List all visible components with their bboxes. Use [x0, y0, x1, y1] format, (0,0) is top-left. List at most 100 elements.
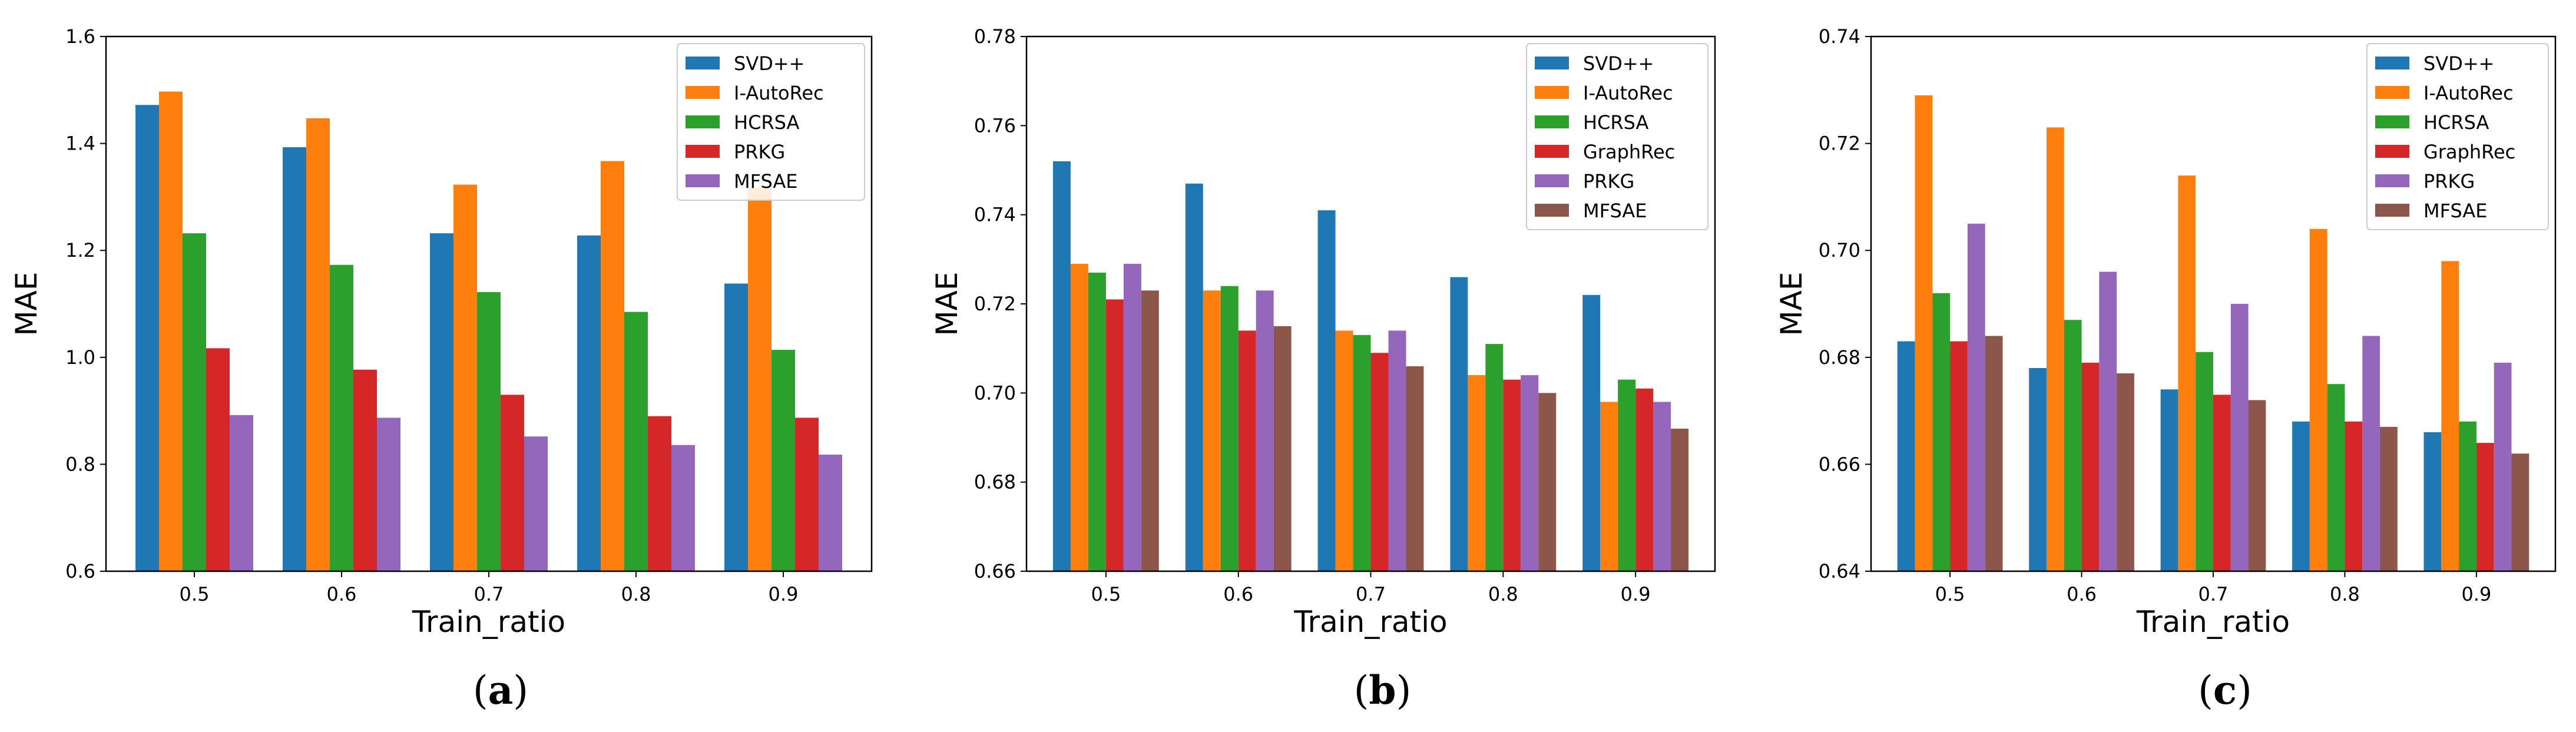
legend-label: GraphRec	[2423, 141, 2515, 163]
bar-mfsae-0.5	[230, 415, 253, 571]
y-tick-label: 0.76	[974, 114, 1016, 137]
legend-label: HCRSA	[734, 111, 800, 134]
bar-mfsae-0.6	[1273, 326, 1292, 571]
y-tick-label: 0.78	[974, 25, 1016, 48]
y-tick-label: 1.4	[65, 133, 95, 155]
legend-label: MFSAE	[734, 170, 797, 193]
bar-graphrec-0.5	[1950, 341, 1968, 571]
x-tick-label: 0.6	[327, 583, 357, 605]
y-tick-label: 0.68	[974, 471, 1016, 493]
bar-svd--0.7	[430, 233, 453, 571]
bar-svd--0.8	[2292, 421, 2310, 571]
bar-prkg-0.8	[2362, 336, 2380, 571]
bar-mfsae-0.8	[1538, 393, 1557, 571]
legend-box	[677, 43, 865, 201]
bar-i-autorec-0.6	[306, 118, 330, 571]
x-tick-label: 0.8	[2330, 583, 2360, 605]
bar-prkg-0.6	[353, 369, 377, 571]
bar-i-autorec-0.5	[1915, 95, 1933, 571]
bar-i-autorec-0.7	[1335, 330, 1353, 571]
x-tick-label: 0.5	[1935, 583, 1965, 605]
panel-label: (b)	[1354, 667, 1412, 713]
y-tick-label: 1.2	[65, 239, 95, 261]
bar-mfsae-0.6	[2117, 373, 2134, 571]
legend-label: MFSAE	[2423, 200, 2487, 222]
bar-hcrsa-0.8	[624, 312, 648, 571]
y-axis-label: MAE	[1774, 272, 1809, 336]
bar-graphrec-0.7	[2213, 395, 2231, 571]
legend: SVD++ I-AutoRec HCRSA GraphRec PRKG MFSAE	[2366, 43, 2549, 230]
legend-label: HCRSA	[1583, 111, 1649, 134]
x-tick-label: 0.9	[769, 583, 799, 605]
legend: SVD++ I-AutoRec HCRSA PRKG MFSAE	[677, 43, 865, 201]
bar-graphrec-0.9	[1635, 388, 1654, 571]
x-tick-label: 0.8	[1488, 583, 1518, 605]
legend-swatch	[1535, 204, 1569, 217]
bar-i-autorec-0.7	[2178, 175, 2196, 572]
legend-swatch	[1535, 145, 1569, 158]
bar-i-autorec-0.9	[1600, 402, 1618, 571]
x-tick-label: 0.9	[1621, 583, 1651, 605]
bar-i-autorec-0.6	[1203, 290, 1221, 571]
bar-prkg-0.6	[2099, 271, 2117, 571]
legend-swatch	[686, 174, 720, 187]
x-tick-label: 0.7	[2198, 583, 2229, 605]
x-tick-label: 0.5	[1091, 583, 1121, 605]
y-tick-label: 1.6	[65, 25, 95, 48]
bar-prkg-0.7	[1388, 330, 1406, 571]
x-tick-label: 0.6	[1223, 583, 1253, 605]
bar-prkg-0.8	[1521, 375, 1539, 571]
bar-graphrec-0.7	[1370, 353, 1389, 571]
legend-label: SVD++	[734, 52, 804, 75]
y-tick-label: 0.72	[1819, 133, 1860, 155]
bar-svd--0.6	[2029, 367, 2047, 571]
legend-swatch	[686, 115, 720, 128]
legend-label: SVD++	[1583, 52, 1654, 75]
legend-label: SVD++	[2423, 52, 2494, 75]
chart-panel-a: 0.5 0.6 0.7 0.8 0.9 0.6 0.8 1.0 1.2 1.4 1.6 Train_r…	[9, 25, 873, 713]
x-axis-label: Train_ratio	[412, 605, 565, 639]
bar-mfsae-0.9	[2511, 453, 2529, 571]
legend-swatch	[1535, 86, 1569, 99]
x-tick-label: 0.7	[474, 583, 504, 605]
bar-i-autorec-0.8	[1468, 375, 1486, 571]
legend-swatch	[2375, 86, 2409, 99]
legend-label: MFSAE	[1583, 200, 1647, 222]
legend-swatch	[1535, 57, 1569, 69]
plot-frame	[105, 35, 873, 572]
bar-hcrsa-0.7	[2196, 352, 2213, 571]
bar-mfsae-0.9	[819, 455, 842, 571]
y-tick-label: 0.72	[974, 293, 1016, 315]
bar-prkg-0.9	[1653, 402, 1671, 571]
bar-svd--0.5	[135, 105, 159, 571]
bar-prkg-0.5	[1123, 263, 1141, 571]
legend-swatch	[686, 145, 720, 158]
bar-i-autorec-0.8	[2309, 228, 2327, 571]
legend-swatch	[2375, 174, 2409, 187]
bar-i-autorec-0.5	[159, 91, 183, 572]
y-tick-label: 0.66	[1819, 453, 1860, 475]
x-tick-label: 0.8	[621, 583, 651, 605]
bar-graphrec-0.9	[2476, 443, 2494, 571]
bar-mfsae-0.8	[671, 445, 695, 571]
bar-hcrsa-0.9	[1618, 379, 1636, 571]
bar-mfsae-0.9	[1671, 428, 1689, 571]
bar-prkg-0.9	[2494, 362, 2512, 571]
bar-graphrec-0.8	[2345, 421, 2363, 571]
legend-box	[2366, 43, 2549, 230]
plot-frame	[1025, 35, 1716, 572]
bar-hcrsa-0.8	[1485, 344, 1504, 571]
legend-label: GraphRec	[1583, 141, 1675, 163]
bar-i-autorec-0.7	[453, 184, 477, 571]
bar-svd--0.7	[2160, 389, 2178, 571]
bar-hcrsa-0.8	[2327, 384, 2345, 571]
bar-i-autorec-0.9	[2441, 261, 2459, 571]
legend-swatch	[2375, 145, 2409, 158]
bar-mfsae-0.7	[1406, 366, 1424, 571]
y-tick-label: 0.74	[974, 204, 1016, 226]
plot-frame	[1870, 35, 2557, 572]
bar-hcrsa-0.9	[772, 350, 795, 571]
bar-prkg-0.5	[1967, 223, 1985, 571]
legend-label: I-AutoRec	[2423, 82, 2514, 104]
